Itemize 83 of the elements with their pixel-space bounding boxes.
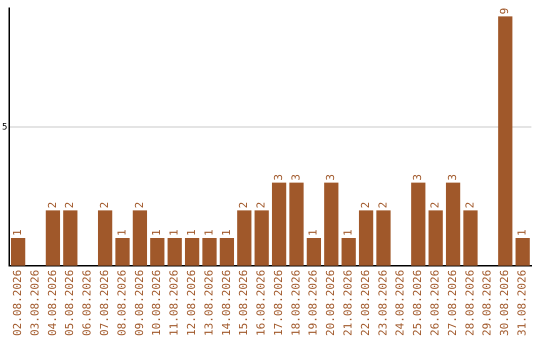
bar xyxy=(446,182,460,266)
bar xyxy=(516,238,530,266)
bar xyxy=(10,238,26,266)
data-label: 3 xyxy=(324,174,338,181)
bar xyxy=(411,182,426,266)
data-label: 2 xyxy=(428,202,442,208)
x-tick-label: 21.08.2026 xyxy=(342,270,355,336)
data-label: 9 xyxy=(498,8,512,14)
bar xyxy=(463,210,478,266)
bar xyxy=(46,210,60,266)
data-label: 1 xyxy=(306,229,320,236)
data-label: 2 xyxy=(463,202,476,208)
bar xyxy=(98,210,112,266)
data-label: 2 xyxy=(254,202,268,208)
data-label: 3 xyxy=(289,174,302,181)
bar xyxy=(115,238,130,266)
bar xyxy=(168,238,182,266)
x-tick-label: 13.08.2026 xyxy=(202,270,216,336)
data-label: 1 xyxy=(168,229,181,236)
bar xyxy=(272,182,286,266)
x-tick-label: 03.08.2026 xyxy=(28,270,42,336)
x-tick-label: 06.08.2026 xyxy=(80,270,94,336)
bar xyxy=(202,238,217,266)
data-label: 1 xyxy=(115,229,128,236)
x-tick-label: 09.08.2026 xyxy=(132,270,146,336)
data-label: 2 xyxy=(358,202,372,208)
bar xyxy=(150,238,164,266)
x-tick-label: 08.08.2026 xyxy=(115,270,128,336)
y-tick-label: 5 xyxy=(2,122,8,133)
data-label: 1 xyxy=(150,229,164,236)
bar xyxy=(376,210,391,266)
x-tick-label: 07.08.2026 xyxy=(98,270,111,336)
data-label: 1 xyxy=(516,229,529,236)
data-label: 1 xyxy=(10,229,24,236)
x-tick-label: 17.08.2026 xyxy=(272,270,285,336)
data-label: 2 xyxy=(132,202,146,208)
bar xyxy=(289,182,304,266)
data-label: 2 xyxy=(46,202,59,208)
bar xyxy=(184,238,200,266)
data-label: 3 xyxy=(446,174,459,181)
x-tick-label: 10.08.2026 xyxy=(150,270,164,336)
x-tick-label: 18.08.2026 xyxy=(289,270,302,336)
x-tick-label: 11.08.2026 xyxy=(168,270,181,336)
data-label: 3 xyxy=(411,174,424,181)
x-tick-label: 28.08.2026 xyxy=(463,270,476,336)
bar xyxy=(237,210,252,266)
data-label: 2 xyxy=(237,202,250,208)
bar xyxy=(254,210,269,266)
bar xyxy=(324,182,338,266)
x-tick-label: 26.08.2026 xyxy=(428,270,442,336)
x-tick-label: 20.08.2026 xyxy=(324,270,338,336)
data-label: 2 xyxy=(98,202,111,208)
bar xyxy=(63,210,78,266)
x-tick-label: 30.08.2026 xyxy=(498,270,512,336)
bar xyxy=(498,16,512,266)
bar xyxy=(306,238,322,266)
data-label: 2 xyxy=(376,202,390,208)
x-tick-label: 14.08.2026 xyxy=(220,270,233,336)
x-tick-label: 02.08.2026 xyxy=(10,270,24,336)
x-tick-label: 27.08.2026 xyxy=(446,270,459,336)
bar xyxy=(132,210,148,266)
x-tick-label: 05.08.2026 xyxy=(63,270,76,336)
bar xyxy=(220,238,234,266)
data-label: 1 xyxy=(342,229,355,236)
x-tick-label: 31.08.2026 xyxy=(516,270,529,336)
x-tick-label: 24.08.2026 xyxy=(394,270,407,336)
x-tick-label: 16.08.2026 xyxy=(254,270,268,336)
x-tick-label: 23.08.2026 xyxy=(376,270,390,336)
x-tick-label: 15.08.2026 xyxy=(237,270,250,336)
bar xyxy=(428,210,443,266)
bar xyxy=(342,238,356,266)
data-label: 2 xyxy=(63,202,76,208)
data-label: 1 xyxy=(220,229,233,236)
data-label: 1 xyxy=(184,229,198,236)
data-label: 3 xyxy=(272,174,285,181)
x-tick-label: 29.08.2026 xyxy=(480,270,494,336)
x-tick-label: 22.08.2026 xyxy=(358,270,372,336)
data-label: 1 xyxy=(202,229,216,236)
x-tick-label: 25.08.2026 xyxy=(411,270,424,336)
x-tick-label: 12.08.2026 xyxy=(184,270,198,336)
x-tick-label: 19.08.2026 xyxy=(306,270,320,336)
x-tick-label: 04.08.2026 xyxy=(46,270,59,336)
bar xyxy=(358,210,374,266)
